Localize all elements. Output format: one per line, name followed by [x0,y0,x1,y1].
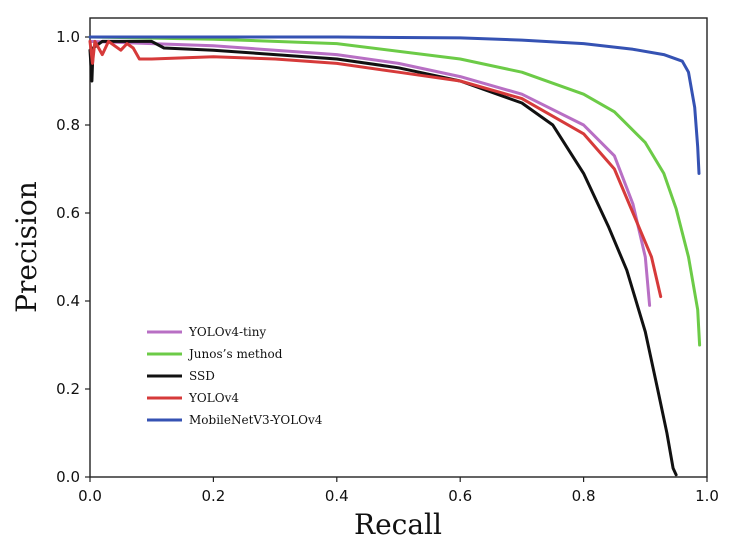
y-axis-title: Precision [10,181,43,313]
legend-label: MobileNetV3-YOLOv4 [189,413,323,427]
y-tick-label: 0.4 [56,292,80,310]
series-line-4 [88,35,701,175]
series-line-2 [88,39,678,477]
legend-label: YOLOv4-tiny [188,325,266,339]
legend-label: SSD [189,369,215,383]
y-tick-label: 1.0 [56,28,80,46]
x-tick-label: 0.2 [201,487,225,505]
y-tick-label: 0.8 [56,116,80,134]
plot-frame [89,17,708,478]
y-tick-label: 0.2 [56,380,80,398]
x-axis-ticks: 0.0 0.2 0.4 0.6 0.8 1.0 [78,477,719,505]
legend-label: Junos’s method [187,347,283,361]
x-tick-label: 0.6 [448,487,472,505]
y-tick-label: 0.6 [56,204,80,222]
x-tick-label: 0.0 [78,487,102,505]
x-tick-label: 0.4 [325,487,349,505]
y-axis-ticks: 0.0 0.2 0.4 0.6 0.8 1.0 [56,28,90,486]
x-tick-label: 0.8 [572,487,596,505]
x-tick-label: 1.0 [695,487,719,505]
series-line-1 [88,35,702,347]
legend-label: YOLOv4 [188,391,239,405]
legend: YOLOv4-tiny Junos’s method SSD YOLOv4 Mobile… [147,325,323,427]
x-axis-title: Recall [354,508,442,541]
series-line-3 [88,39,663,299]
series-line-0 [88,39,652,307]
y-tick-label: 0.0 [56,468,80,486]
series-layer [88,35,702,477]
